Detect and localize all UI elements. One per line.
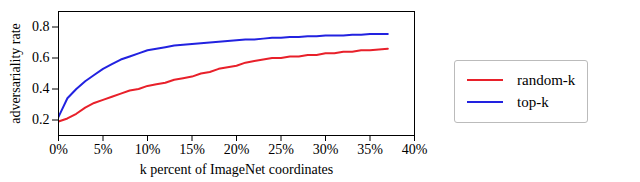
svg-text:35%: 35% (357, 142, 383, 157)
svg-text:40%: 40% (402, 142, 428, 157)
html-text:top-k: top-k (517, 93, 549, 110)
svg-text:30%: 30% (313, 142, 339, 157)
svg-text:0.8: 0.8 (32, 19, 50, 34)
svg-text:0%: 0% (49, 142, 68, 157)
svg-text:20%: 20% (224, 142, 250, 157)
svg-text:25%: 25% (268, 142, 294, 157)
svg-text:0.4: 0.4 (32, 81, 50, 96)
svg-text:0.2: 0.2 (32, 112, 50, 127)
svg-text:k percent of ImageNet coordina: k percent of ImageNet coordinates (140, 162, 334, 177)
svg-text:0.6: 0.6 (32, 50, 50, 65)
svg-text:10%: 10% (135, 142, 161, 157)
svg-text:5%: 5% (94, 142, 113, 157)
html-text:random-k: random-k (517, 71, 576, 88)
svg-text:adversariality rate: adversariality rate (8, 23, 23, 124)
svg-text:15%: 15% (179, 142, 205, 157)
